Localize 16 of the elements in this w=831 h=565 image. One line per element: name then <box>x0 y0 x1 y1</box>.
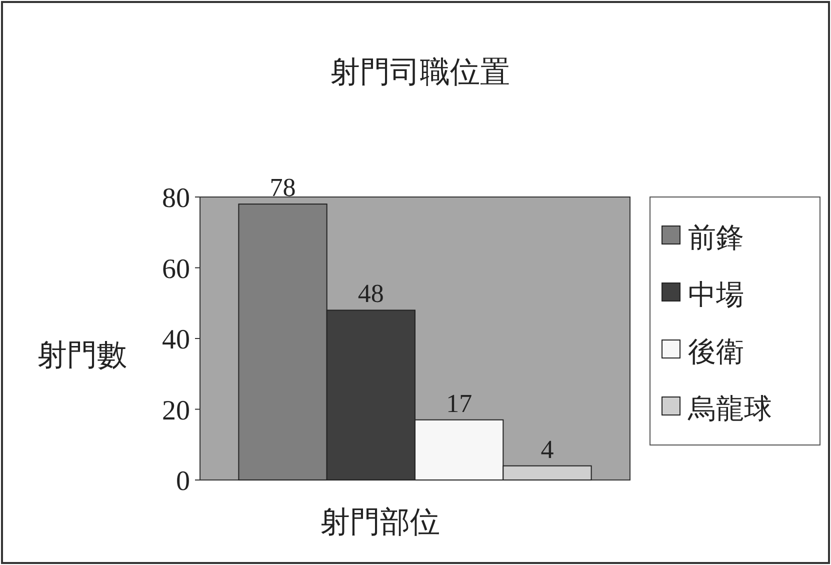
x-axis-title: 射門部位 <box>320 506 440 539</box>
y-tick-label: 60 <box>162 254 190 285</box>
legend-label: 前鋒 <box>688 223 744 254</box>
data-label: 48 <box>358 279 384 308</box>
data-label: 17 <box>446 388 472 418</box>
legend-label: 後衛 <box>688 337 744 368</box>
y-tick-label: 80 <box>162 183 190 214</box>
chart-title: 射門司職位置 <box>330 56 510 89</box>
data-label: 78 <box>270 173 296 202</box>
y-tick-label: 20 <box>162 395 190 426</box>
y-tick-label: 40 <box>162 324 190 356</box>
legend-label: 中場 <box>688 280 744 311</box>
y-tick-label: 0 <box>176 466 190 497</box>
legend-label: 烏龍球 <box>687 394 772 425</box>
data-label: 4 <box>540 434 554 464</box>
y-axis-title: 射門數 <box>37 339 127 372</box>
